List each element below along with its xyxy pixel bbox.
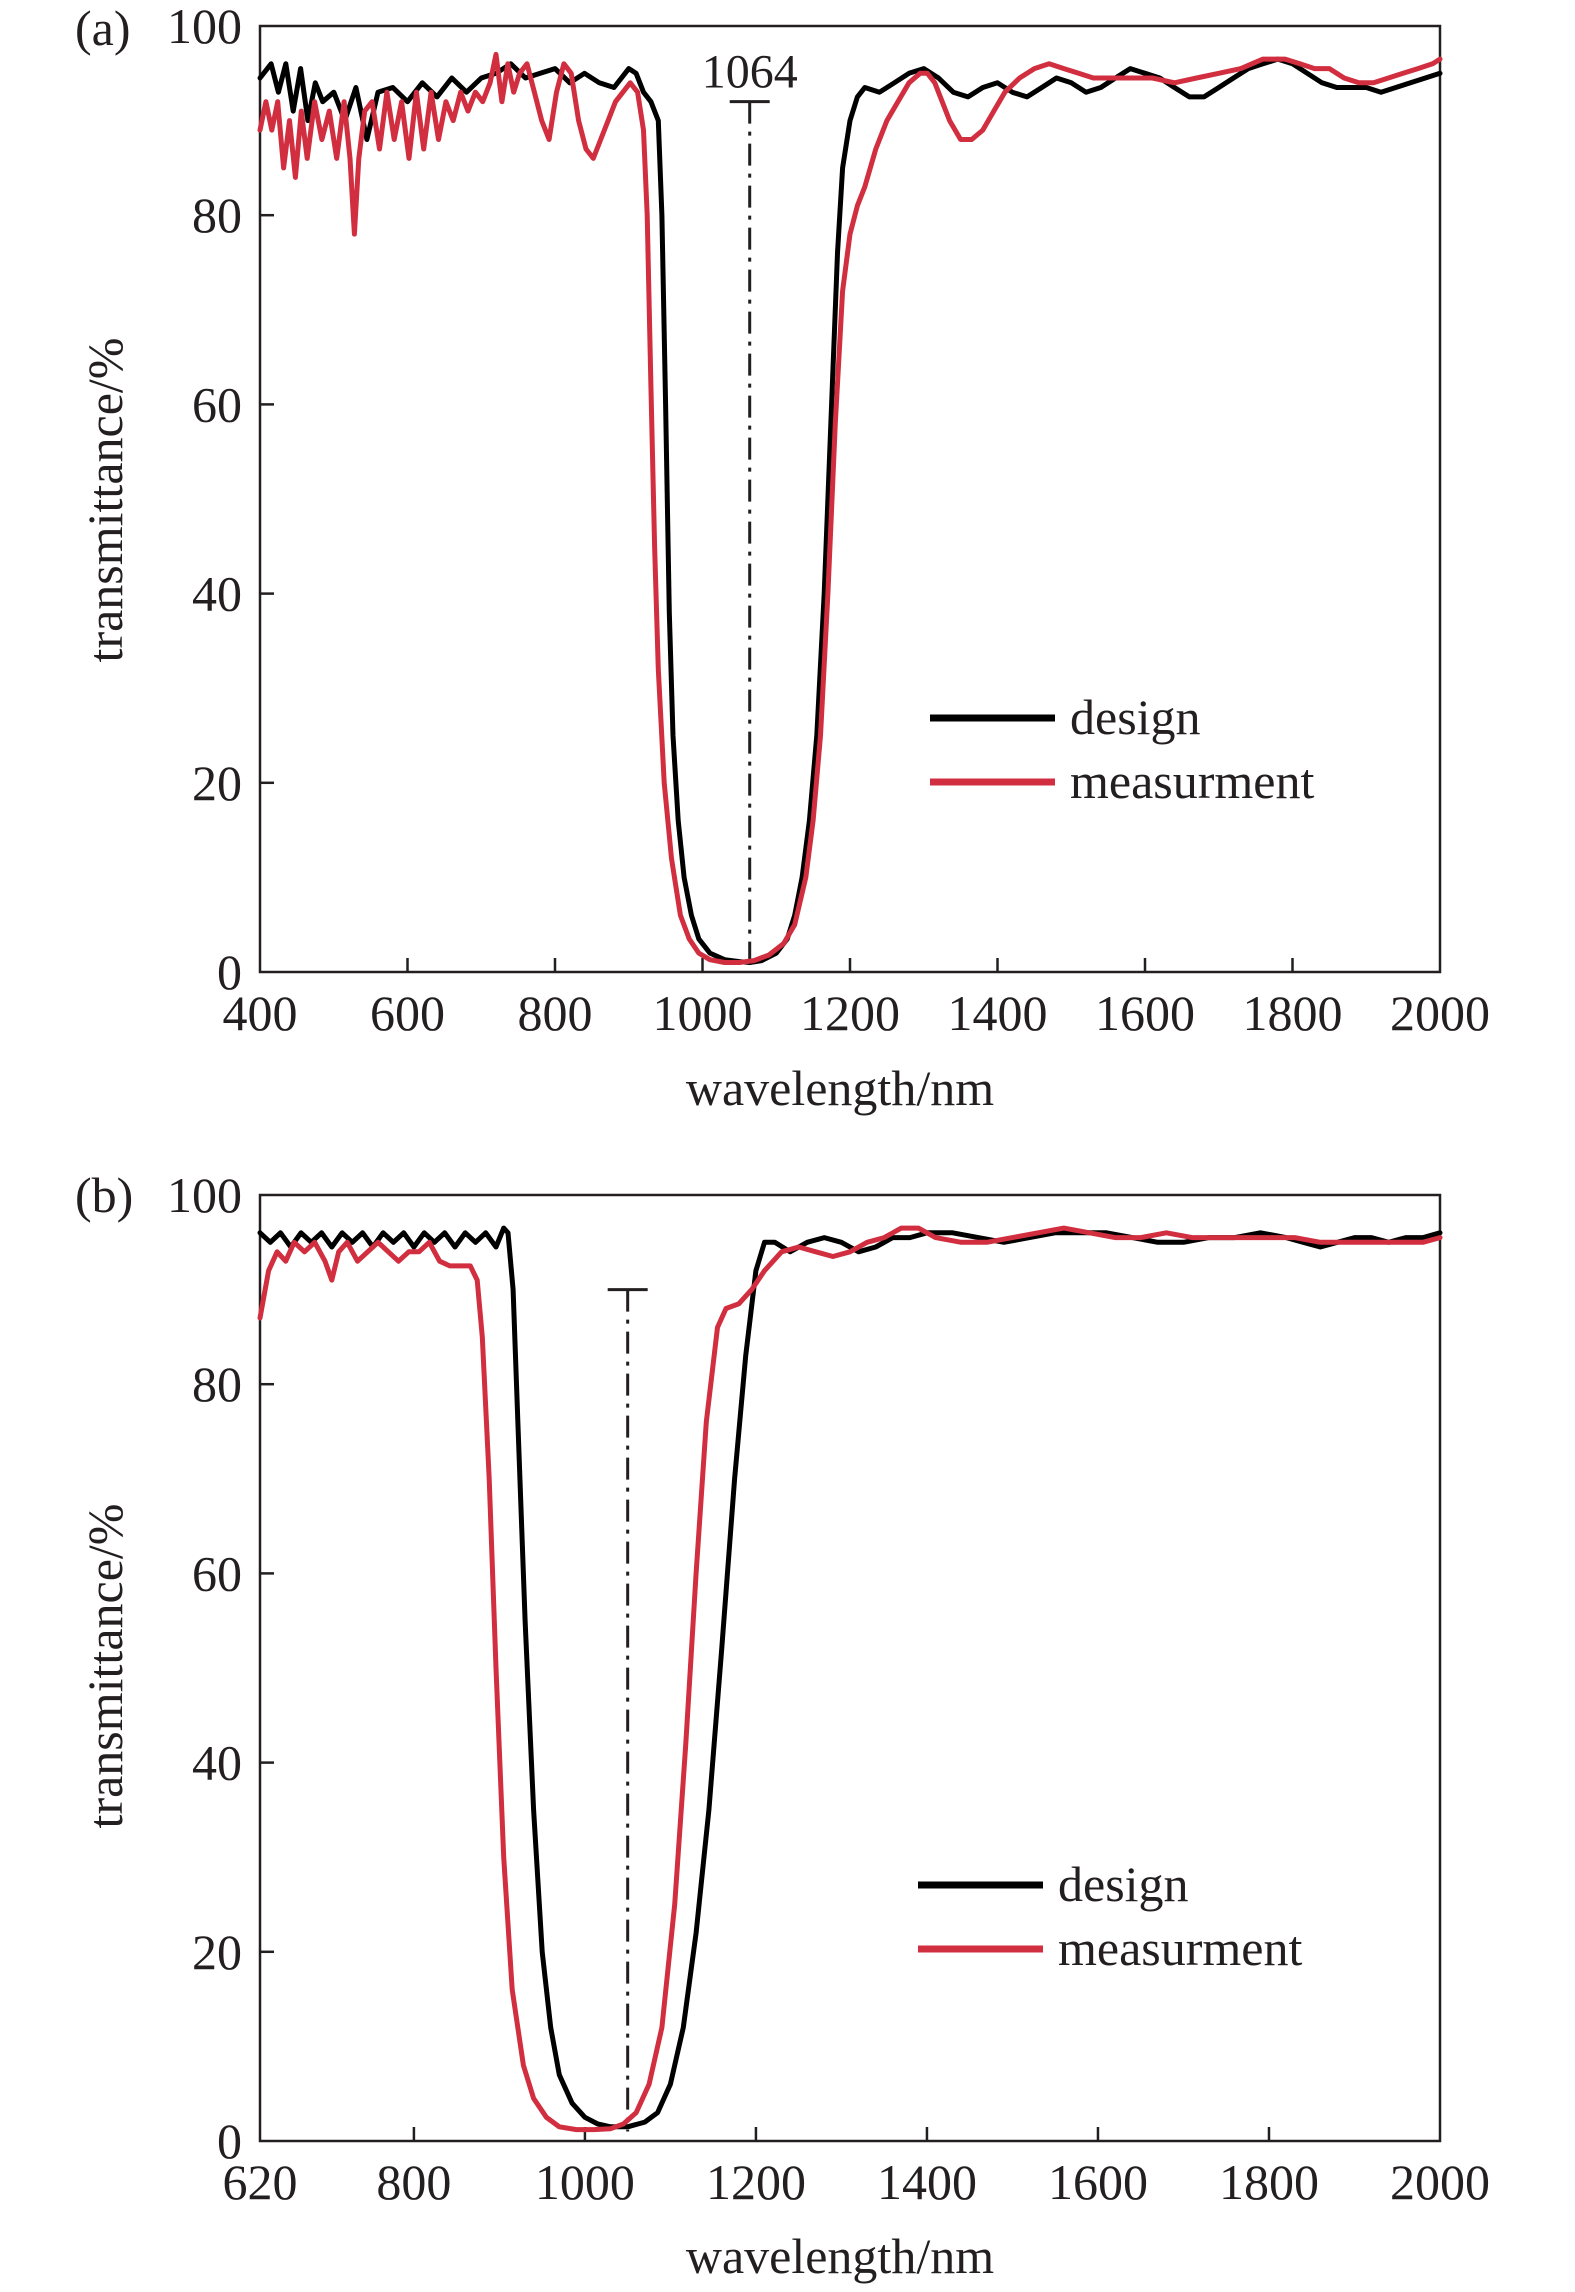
y-tick-label-a: 60 (192, 376, 242, 432)
x-tick-label-a: 1200 (800, 985, 900, 1041)
chart-panel-a: (a) wavelength/nm transmittance/% 400 600… (75, 0, 1490, 1116)
y-tick-label-b: 100 (167, 1167, 242, 1223)
x-tick-label-a: 800 (518, 985, 593, 1041)
x-axis-label-a: wavelength/nm (686, 1060, 994, 1116)
legend-label-design-b: design (1058, 1856, 1189, 1912)
legend-label-measurment-a: measurment (1070, 753, 1314, 809)
x-tick-label-b: 1000 (535, 2154, 635, 2210)
series-line-measurment-b (257, 1225, 1443, 2133)
x-tick-label-a: 400 (223, 985, 298, 1041)
x-tick-label-b: 1800 (1219, 2154, 1319, 2210)
marker-label-a: 1064 (702, 46, 798, 99)
x-tick-label-a: 1600 (1095, 985, 1195, 1041)
plot-frame-b (258, 1193, 1442, 2143)
y-tick-label-a: 100 (167, 0, 242, 54)
x-tick-label-b: 1200 (706, 2154, 806, 2210)
legend-label-measurment-b: measurment (1058, 1920, 1302, 1976)
panel-label-a: (a) (75, 0, 131, 56)
x-tick-label-a: 1000 (653, 985, 753, 1041)
series-line-design-a (257, 56, 1443, 965)
x-tick-label-b: 620 (223, 2154, 298, 2210)
x-tick-label-b: 1600 (1048, 2154, 1148, 2210)
legend-label-design-a: design (1070, 689, 1201, 745)
y-axis-label-a: transmittance/% (77, 338, 133, 663)
y-tick-label-a: 80 (192, 187, 242, 243)
y-tick-label-a: 40 (192, 566, 242, 622)
x-tick-label-b: 800 (376, 2154, 451, 2210)
x-tick-label-a: 1800 (1243, 985, 1343, 1041)
series-line-measurment-a (257, 51, 1443, 965)
y-tick-label-a: 20 (192, 755, 242, 811)
x-tick-label-a: 1400 (948, 985, 1048, 1041)
y-tick-label-b: 80 (192, 1356, 242, 1412)
y-tick-label-b: 20 (192, 1924, 242, 1980)
chart-panel-b: (b) wavelength/nm transmittance/% 620 800… (75, 1167, 1490, 2284)
series-line-design-b (257, 1225, 1443, 2130)
panel-label-b: (b) (75, 1167, 133, 1223)
y-tick-label-b: 60 (192, 1545, 242, 1601)
y-axis-label-b: transmittance/% (77, 1504, 133, 1829)
y-tick-label-a: 0 (217, 944, 242, 1000)
x-tick-label-a: 600 (370, 985, 445, 1041)
y-tick-label-b: 40 (192, 1735, 242, 1791)
x-tick-label-a: 2000 (1390, 985, 1490, 1041)
x-axis-label-b: wavelength/nm (686, 2228, 994, 2284)
x-tick-label-b: 1400 (877, 2154, 977, 2210)
x-tick-label-b: 2000 (1390, 2154, 1490, 2210)
plot-frame-a (258, 24, 1442, 974)
y-tick-label-b: 0 (217, 2113, 242, 2169)
